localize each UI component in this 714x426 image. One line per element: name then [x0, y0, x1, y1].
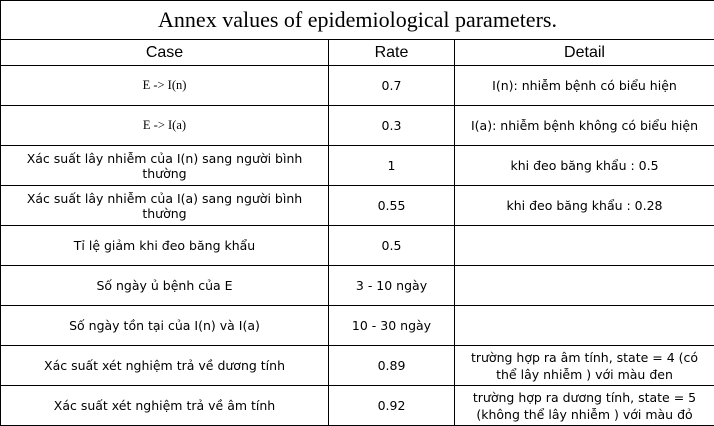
case-cell: E -> I(n): [0, 65, 329, 106]
rate-cell: 0.3: [328, 105, 455, 146]
detail-cell: [453, 225, 714, 266]
rate-cell: 0.5: [328, 225, 455, 266]
rate-cell: 0.92: [328, 385, 455, 426]
table-row: E -> I(n) 0.7 I(n): nhiễm bệnh có biểu h…: [0, 65, 714, 106]
rate-cell: 1: [328, 145, 455, 186]
case-cell: Xác suất lây nhiễm của I(a) sang người b…: [0, 185, 329, 226]
header-detail: Detail: [453, 39, 714, 66]
detail-cell: [453, 305, 714, 346]
case-cell: Xác suất xét nghiệm trả về âm tính: [0, 385, 329, 426]
rate-cell: 0.89: [328, 345, 455, 386]
rate-cell: 0.7: [328, 65, 455, 106]
table-row: Số ngày tồn tại của I(n) và I(a) 10 - 30…: [0, 305, 714, 346]
table-title: Annex values of epidemiological paramete…: [0, 0, 714, 40]
rate-cell: 10 - 30 ngày: [328, 305, 455, 346]
case-cell: Số ngày tồn tại của I(n) và I(a): [0, 305, 329, 346]
case-cell: Xác suất lây nhiễm của I(n) sang người b…: [0, 145, 329, 186]
case-cell: Xác suất xét nghiệm trả về dương tính: [0, 345, 329, 386]
detail-cell: trường hợp ra âm tính, state = 4 (có thể…: [453, 345, 714, 386]
header-case: Case: [0, 39, 329, 66]
table-row: Xác suất lây nhiễm của I(a) sang người b…: [0, 185, 714, 226]
detail-cell: I(n): nhiễm bệnh có biểu hiện: [453, 65, 714, 106]
case-cell: Tỉ lệ giảm khi đeo băng khẩu: [0, 225, 329, 266]
table-row: Tỉ lệ giảm khi đeo băng khẩu 0.5: [0, 225, 714, 266]
rate-cell: 3 - 10 ngày: [328, 265, 455, 306]
header-rate: Rate: [328, 39, 455, 66]
case-cell: E -> I(a): [0, 105, 329, 146]
table-row: Xác suất xét nghiệm trả về âm tính 0.92 …: [0, 385, 714, 426]
detail-cell: trường hợp ra dương tính, state = 5 (khô…: [453, 385, 714, 426]
table-row: E -> I(a) 0.3 I(a): nhiễm bệnh không có …: [0, 105, 714, 146]
header-row: Case Rate Detail: [0, 39, 714, 66]
case-cell: Số ngày ủ bệnh của E: [0, 265, 329, 306]
table-row: Số ngày ủ bệnh của E 3 - 10 ngày: [0, 265, 714, 306]
detail-cell: khi đeo băng khẩu : 0.5: [453, 145, 714, 186]
detail-cell: khi đeo băng khẩu : 0.28: [453, 185, 714, 226]
detail-cell: I(a): nhiễm bệnh không có biểu hiện: [453, 105, 714, 146]
table-row: Xác suất lây nhiễm của I(n) sang người b…: [0, 145, 714, 186]
detail-cell: [453, 265, 714, 306]
rate-cell: 0.55: [328, 185, 455, 226]
table-row: Xác suất xét nghiệm trả về dương tính 0.…: [0, 345, 714, 386]
